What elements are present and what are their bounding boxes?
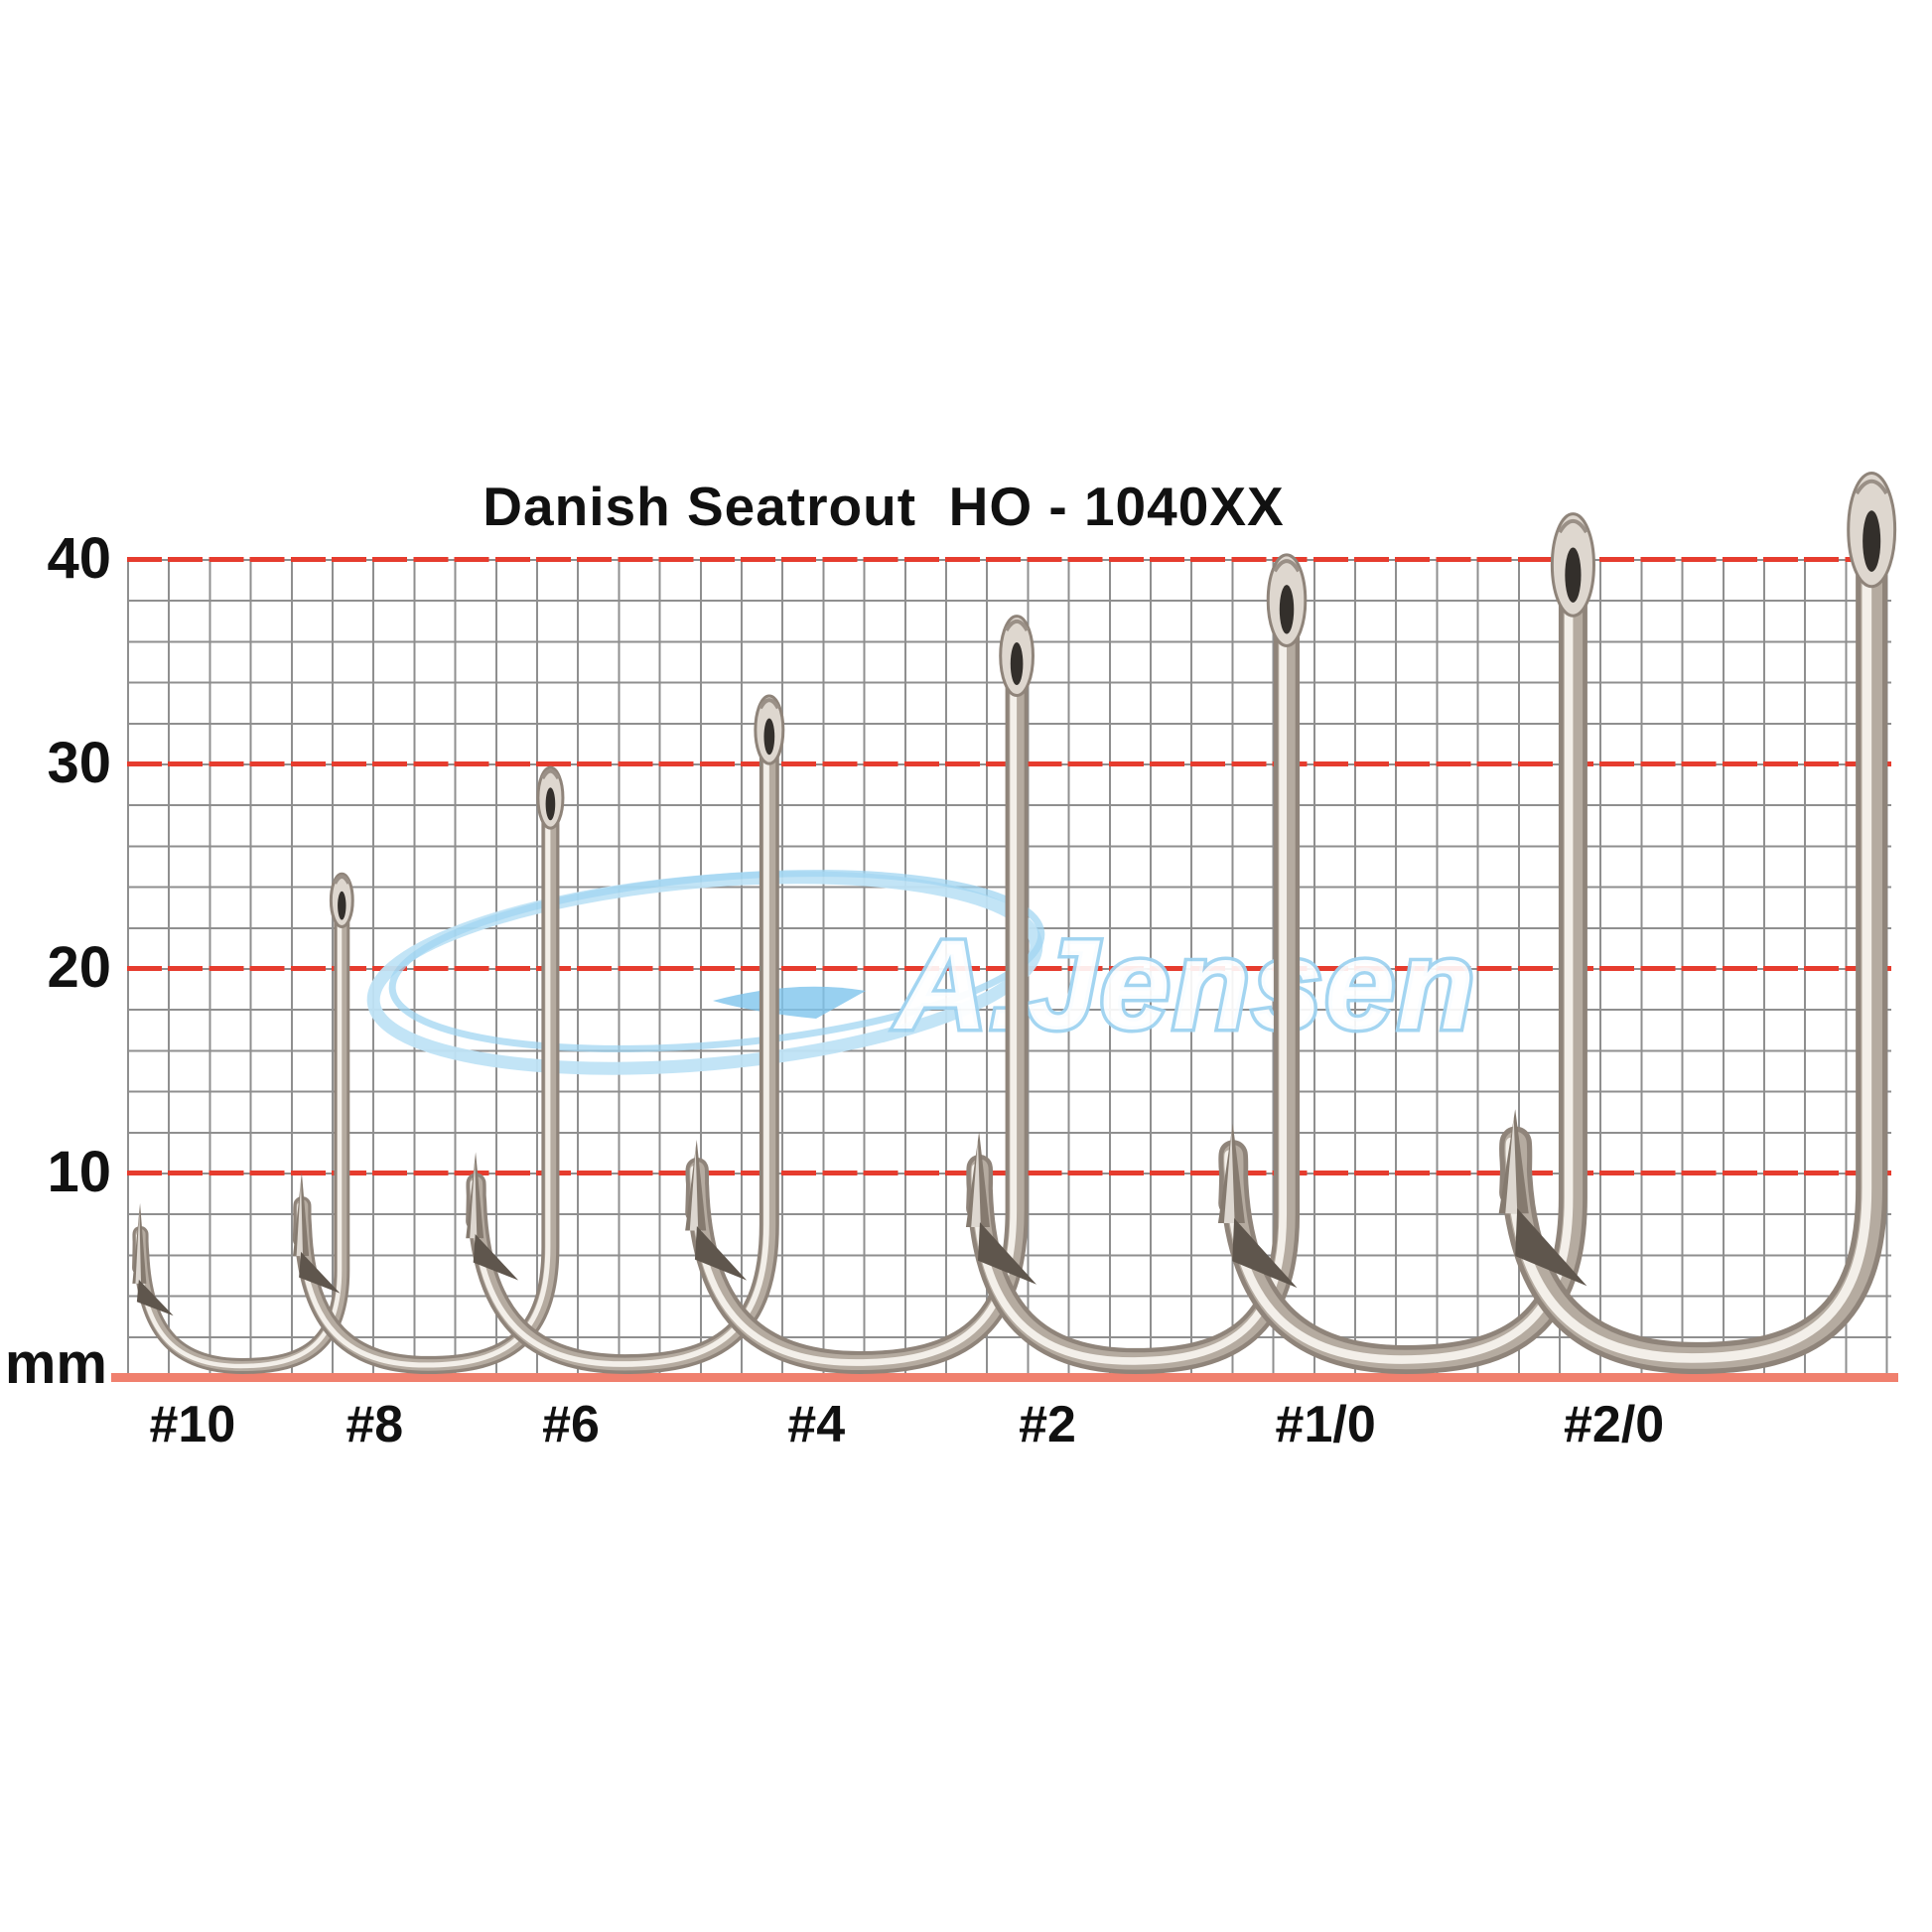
- hook-barb-icon: [473, 1233, 519, 1281]
- y-tick-label: 20: [47, 935, 111, 1000]
- hook-size-label: #1/0: [1275, 1396, 1376, 1453]
- hook-barb-icon: [1515, 1207, 1587, 1287]
- hook-barb-icon: [694, 1225, 748, 1281]
- hook-size-label: #8: [345, 1396, 404, 1453]
- chart-title: Danish Seatrout HO - 1040XX: [483, 476, 1285, 537]
- watermark-ellipse-icon: [366, 870, 1045, 1075]
- hook-6: [466, 694, 785, 1375]
- y-tick-label: 30: [47, 731, 111, 795]
- watermark-text: A.Jensen: [893, 914, 1476, 1056]
- unit-label: mm: [4, 1331, 107, 1396]
- hook-8: [292, 765, 565, 1375]
- hook-size-label: #2/0: [1564, 1396, 1665, 1453]
- hook-barb-icon: [136, 1279, 174, 1316]
- brand-watermark: A.Jensen: [366, 870, 1478, 1075]
- y-tick-label: 40: [47, 526, 111, 591]
- hook-10: [132, 872, 354, 1375]
- hook-size-label: #10: [149, 1396, 236, 1453]
- hook-4: [685, 615, 1035, 1374]
- hook-barb-icon: [299, 1251, 341, 1294]
- hook-barb-icon: [977, 1222, 1037, 1285]
- hook-size-label: #6: [542, 1396, 600, 1453]
- red-reference-line: [127, 557, 1891, 562]
- hook-barb-icon: [1232, 1218, 1298, 1289]
- y-tick-label: 10: [47, 1140, 111, 1204]
- hook-size-label: #2: [1019, 1396, 1076, 1453]
- hook-20: [1498, 471, 1897, 1374]
- zero-baseline: [111, 1373, 1898, 1382]
- hook-size-label: #4: [787, 1396, 846, 1453]
